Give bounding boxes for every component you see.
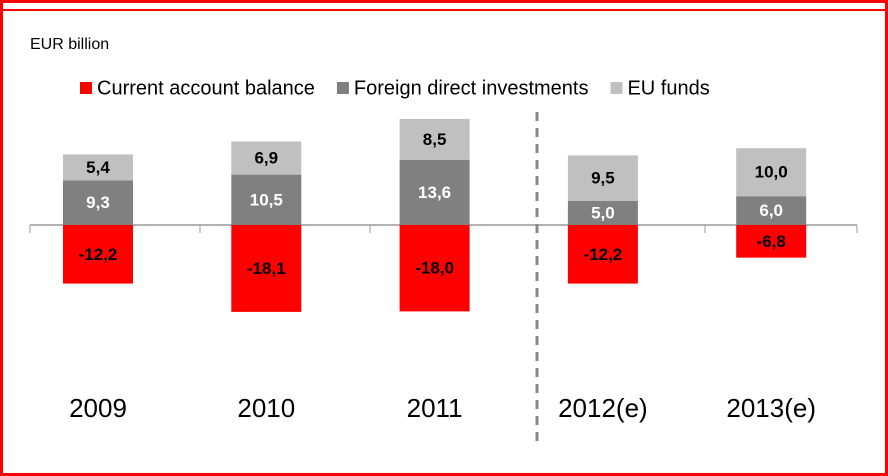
bar-segment: [567, 155, 638, 201]
bar-segment: [63, 154, 133, 181]
x-tick-label: 2012(e): [558, 393, 648, 423]
data-label: 5,4: [86, 158, 110, 177]
x-tick-label: 2009: [69, 393, 127, 423]
bar-segment: [399, 118, 470, 160]
bar-segment: [567, 225, 638, 284]
data-label: -12,2: [79, 245, 118, 264]
data-label: -18,1: [247, 259, 286, 278]
bar-segment: [63, 180, 133, 225]
legend-label: Foreign direct investments: [354, 77, 589, 99]
legend-swatch: [80, 82, 92, 94]
subtitle: EUR billion: [30, 36, 109, 53]
x-tick-label: 2011: [407, 393, 463, 423]
data-label: 13,6: [418, 183, 451, 202]
data-label: -12,2: [584, 245, 623, 264]
bar-segment: [399, 159, 470, 225]
data-label: 10,0: [755, 163, 788, 182]
bar-segment: [736, 148, 807, 197]
data-label: 8,5: [423, 130, 447, 149]
bar-segment: [736, 196, 807, 225]
data-label: 6,9: [254, 149, 278, 168]
legend-label: EU funds: [627, 77, 709, 99]
legend-swatch: [610, 82, 623, 94]
legend-swatch: [336, 82, 349, 94]
axis-ticks: [29, 225, 858, 233]
data-label: 6,0: [759, 201, 783, 220]
bar-segment: [231, 141, 302, 175]
data-label: 9,3: [86, 193, 110, 212]
data-label: 9,5: [591, 169, 615, 188]
legend-label: Current account balance: [97, 77, 315, 99]
bar-segment: [736, 225, 807, 258]
bar-segment: [231, 174, 302, 225]
bar-segment: [63, 225, 133, 284]
x-tick-label: 2010: [237, 393, 295, 423]
data-label: -6,8: [757, 232, 786, 251]
data-label: -18,0: [415, 259, 454, 278]
bar-segment: [567, 201, 638, 225]
bar-segment: [231, 225, 302, 312]
x-tick-label: 2013(e): [726, 393, 816, 423]
bar-segment: [399, 225, 470, 312]
data-label: 10,5: [250, 190, 283, 209]
data-label: 5,0: [591, 203, 615, 222]
